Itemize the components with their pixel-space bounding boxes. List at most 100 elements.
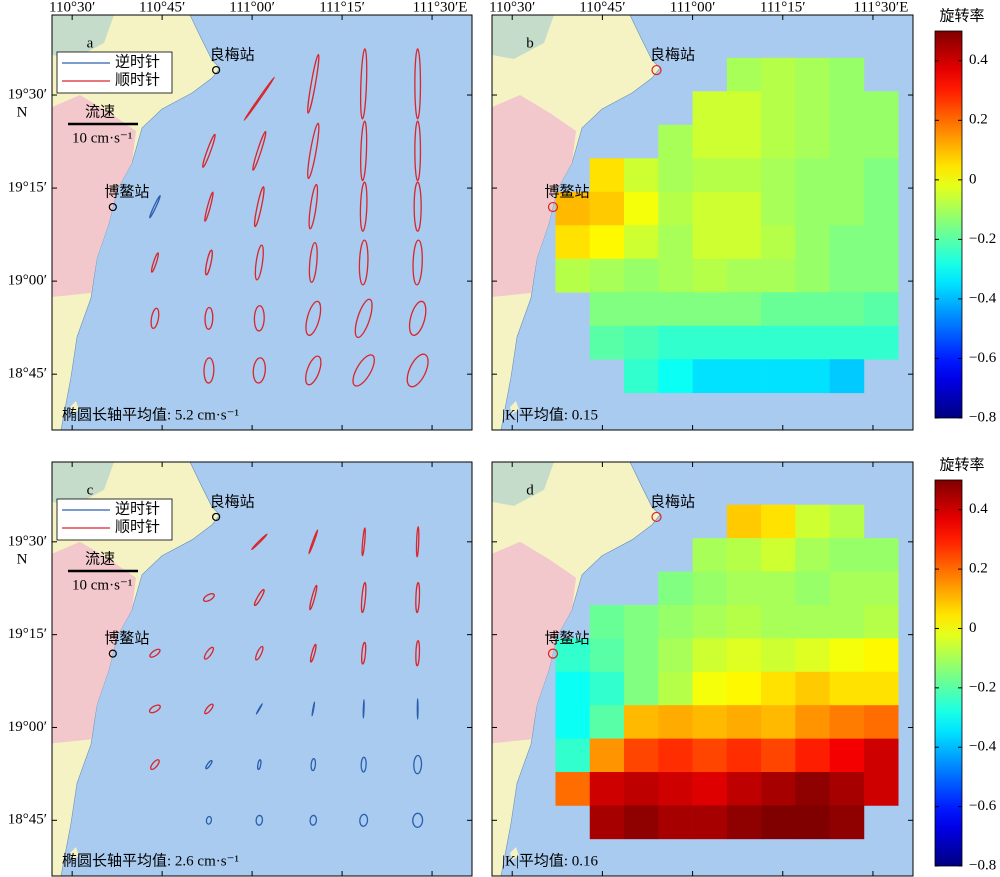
- station-label: 博鳌站: [104, 630, 149, 647]
- heat-cell: [589, 191, 625, 226]
- lon-tick-label: 111°30′E: [413, 0, 468, 15]
- heat-cell: [726, 91, 762, 126]
- island: [510, 847, 519, 861]
- heat-cell: [726, 638, 762, 673]
- heat-cell: [692, 258, 728, 293]
- heat-cell: [761, 738, 796, 773]
- current-ellipse: [359, 813, 369, 827]
- colorbar: 旋转率 0.4 0.2 0 −0.2 −0.4 −0.6 −0.8: [934, 7, 997, 425]
- panel-note: 椭圆长轴平均值: 5.2 cm·s⁻¹: [62, 406, 239, 423]
- heat-cell: [555, 671, 591, 706]
- current-ellipse: [309, 814, 318, 826]
- current-ellipse: [204, 191, 214, 222]
- legend-label: 顺时针: [115, 71, 160, 88]
- colorbar-tick-label: −0.4: [969, 290, 997, 306]
- station-label: 良梅站: [210, 493, 255, 510]
- current-ellipse: [309, 584, 318, 611]
- heat-cell: [863, 258, 899, 293]
- heat-cell: [589, 805, 625, 840]
- lon-tick-label: 111°30′E: [854, 0, 909, 15]
- heat-cell: [726, 292, 762, 327]
- heat-cell: [863, 671, 899, 706]
- legend-box: [56, 51, 173, 94]
- heat-cell: [589, 772, 625, 806]
- heat-cell: [589, 258, 625, 293]
- heat-cell: [692, 638, 728, 673]
- lat-hemisphere: N: [17, 104, 28, 120]
- heat-cell: [795, 225, 830, 260]
- heat-cell: [658, 772, 693, 806]
- heat-cell: [761, 292, 796, 327]
- colorbar-gradient: [934, 30, 963, 419]
- heat-cell: [795, 158, 830, 193]
- current-ellipse: [204, 703, 214, 715]
- heat-cell: [863, 292, 899, 327]
- heat-cell: [761, 538, 796, 572]
- current-ellipse: [255, 703, 263, 715]
- current-ellipse: [149, 194, 161, 219]
- legend-label: 逆时针: [115, 53, 160, 70]
- heat-cell: [829, 772, 865, 806]
- current-ellipse: [360, 581, 367, 614]
- heat-cell: [726, 325, 762, 360]
- heat-cell: [863, 158, 899, 193]
- current-ellipse: [360, 756, 367, 773]
- current-ellipse: [253, 186, 265, 228]
- heat-cell: [863, 325, 899, 360]
- lon-tick-label: 110°45′: [139, 0, 185, 15]
- island: [70, 847, 79, 861]
- current-ellipse: [253, 588, 265, 607]
- heat-cell: [795, 57, 830, 92]
- heat-cell: [795, 738, 830, 773]
- heat-cell: [589, 738, 625, 773]
- current-ellipse: [362, 699, 365, 719]
- current-ellipse: [414, 120, 422, 182]
- current-ellipse: [413, 754, 423, 775]
- current-ellipse: [308, 241, 318, 284]
- heat-cell: [829, 91, 865, 126]
- heat-cell: [795, 292, 830, 327]
- heat-cell: [761, 258, 796, 293]
- heat-cell: [863, 191, 899, 226]
- heat-cell: [795, 191, 830, 226]
- heat-cell: [658, 158, 693, 193]
- heat-cell: [761, 158, 796, 193]
- current-ellipse: [309, 643, 317, 663]
- map-content: [52, 15, 472, 430]
- heat-cell: [795, 772, 830, 806]
- scale-title: 流速: [85, 103, 115, 120]
- station-label: 良梅站: [210, 47, 255, 64]
- lon-tick-label: 110°30′: [49, 0, 95, 15]
- heat-cell: [692, 225, 728, 260]
- current-ellipse: [352, 354, 375, 387]
- heat-cell: [829, 258, 865, 293]
- heat-cell: [761, 191, 796, 226]
- heat-cell: [761, 325, 796, 360]
- heat-cell: [795, 538, 830, 572]
- land-region: [52, 541, 136, 744]
- heat-cell: [726, 158, 762, 193]
- land-region: [52, 15, 114, 59]
- heat-cell: [829, 359, 865, 394]
- heat-cell: [658, 325, 693, 360]
- current-ellipse: [415, 581, 421, 614]
- heat-cell: [795, 504, 830, 539]
- current-ellipse: [412, 812, 424, 828]
- heat-cell: [658, 191, 693, 226]
- heat-cell: [863, 571, 899, 606]
- land-region: [492, 462, 554, 506]
- heat-cell: [829, 738, 865, 773]
- heat-cell: [829, 638, 865, 673]
- heat-cell: [692, 91, 728, 126]
- current-ellipse: [203, 357, 215, 384]
- island: [510, 401, 519, 414]
- current-ellipse: [308, 529, 319, 555]
- heat-cell: [624, 292, 659, 327]
- heat-cell: [726, 359, 762, 394]
- heat-cell: [658, 225, 693, 260]
- land-region: [492, 541, 576, 744]
